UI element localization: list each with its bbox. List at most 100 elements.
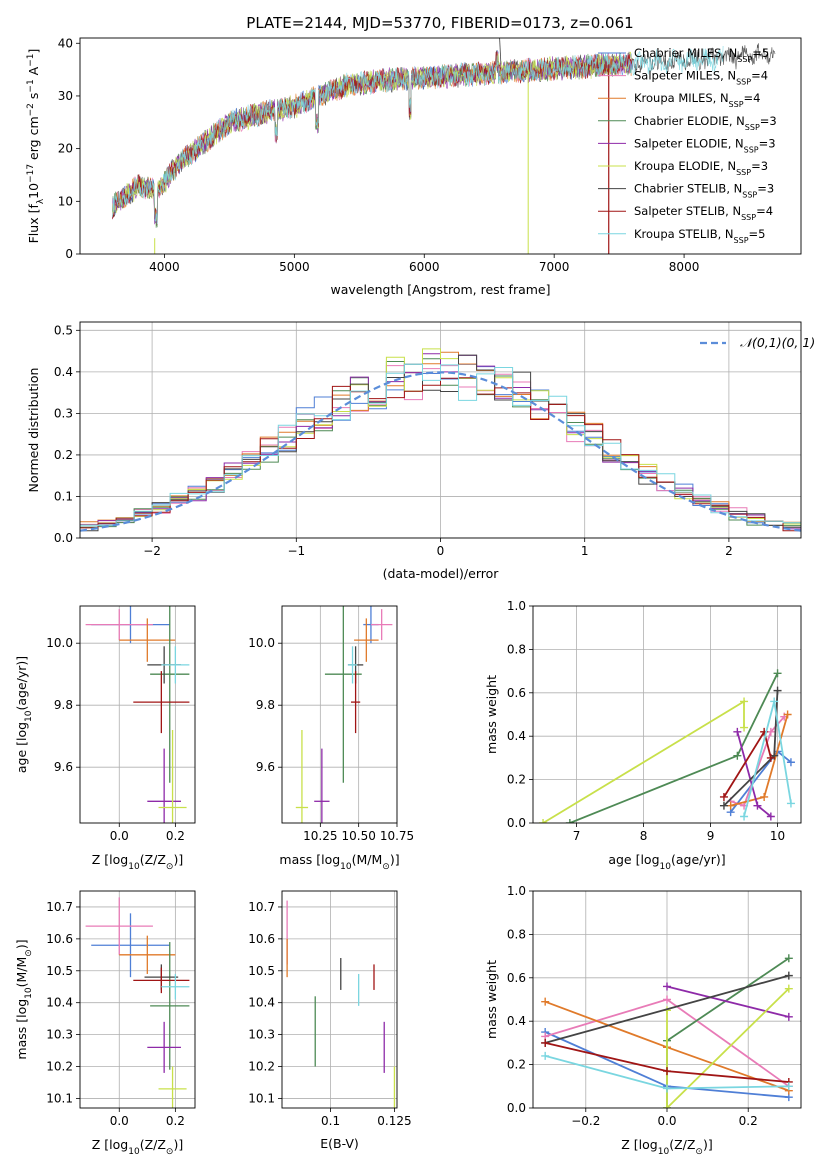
histogram-kroupa-stelib [80,363,801,533]
data-point [663,995,671,1004]
x-tick-label: 10 [770,829,785,843]
y-tick-label: 0.4 [507,1014,526,1028]
panel-age_vs_Z: 0.0 0.2 9.6 9.8 10.0 Z [log10(Z/Z⊙)] age [log1… [14,605,196,872]
data-point [733,751,742,760]
plot-area [80,891,195,1108]
x-tick-label: 0.0 [110,1114,129,1128]
x-tick-label: 10.50 [341,829,375,843]
normal-reference-curve [80,371,801,532]
data-point [733,727,742,736]
plot-area [533,606,801,823]
y-tick-label: 0.2 [54,448,73,462]
panel-mass_vs_ebv: 0.1 0.125 10.1 10.2 10.3 10.4 10.5 10.6 10.7 [248,890,412,1128]
data-point [773,686,782,695]
x-tick-label: 0.0 [110,829,129,843]
legend-entry: Chabrier MILES, NSSP=5 [634,46,769,64]
y-axis-label: mass [log10(M/M⊙)] [14,939,34,1059]
x-tick-label: 0.1 [321,1114,340,1128]
y-tick-label: 0.4 [507,729,526,743]
x-tick-label: 0.2 [166,829,185,843]
x-tick-label: 8 [640,829,648,843]
x-tick-label: 0 [437,544,445,558]
panel-massweight_vs_Z: −0.2 0.0 0.2 0.0 0.2 0.4 0.6 0.8 1.0 Z [log10(Z/Z… [484,884,802,1157]
data-point [786,758,795,767]
y-tick-label: 10.2 [248,1060,275,1074]
y-tick-label: 10.0 [248,636,275,650]
legend-entry: Kroupa MILES, NSSP=4 [634,91,760,109]
x-tick-label: 0.0 [657,1114,676,1128]
legend-entry: Salpeter MILES, NSSP=4 [634,69,768,87]
y-tick-label: 10.7 [46,900,73,914]
data-point [784,1082,793,1091]
y-tick-label: 10.1 [46,1091,73,1105]
x-axis-label: age [log10(age/yr)] [608,852,725,872]
data-point [773,669,782,678]
x-axis-label: Z [log10(Z/Z⊙)] [92,1137,183,1157]
y-tick-label: 0.8 [507,642,526,656]
data-point [740,697,749,706]
plot-area [282,606,397,823]
x-axis-label: Z [log10(Z/Z⊙)] [92,852,183,872]
data-point [663,1084,671,1093]
legend-entry: Chabrier STELIB, NSSP=3 [634,182,774,200]
y-tick-label: 0.8 [507,927,526,941]
legend: Chabrier MILES, NSSP=5 Salpeter MILES, NS… [598,46,777,244]
axes-frame [79,37,802,255]
x-tick-label: 6000 [409,260,440,274]
y-tick-label: 40 [58,36,73,50]
y-axis-label: Flux [fλ10−17 erg cm−2 s−1 A−1] [26,49,46,244]
x-tick-label: 5000 [279,260,310,274]
y-tick-label: 1.0 [507,884,526,898]
y-axis-label: age [log10(age/yr)] [14,656,34,773]
y-tick-label: 10.7 [248,900,275,914]
y-tick-label: 0.0 [507,1101,526,1115]
data-point [784,1012,793,1021]
histogram-salpeter-stelib [80,377,801,532]
axes-frame [79,890,196,1109]
data-point [541,997,550,1006]
series-kroupa-elodie [666,987,790,1108]
legend-entry: Salpeter STELIB, NSSP=4 [634,204,773,222]
x-axis-label: (data-model)/error [383,566,500,581]
x-tick-label: 0.2 [739,1114,758,1128]
x-axis-label: E(B-V) [320,1136,359,1151]
x-tick-label: 0.2 [166,1114,185,1128]
y-tick-label: 0.5 [54,323,73,337]
axes-frame [281,605,398,824]
y-tick-label: 20 [58,142,73,156]
panel-massweight_vs_age: 7 8 9 10 0.0 0.2 0.4 0.6 0.8 1.0 age [log10(age/yr… [484,599,802,872]
y-tick-label: 10.3 [46,1028,73,1042]
data-point [539,819,548,823]
histogram-chabrier-elodie [80,358,801,530]
y-tick-label: 1.0 [507,599,526,613]
y-axis-label: mass weight [484,960,499,1039]
spectrum-kroupa-stelib [112,45,724,225]
data-point [784,971,793,980]
y-tick-label: 0.1 [54,489,73,503]
panel-spectrum: 4000 5000 6000 7000 8000 0 10 20 30 40 Chabrier MI… [26,36,802,297]
plot-area [80,606,195,823]
histogram-chabrier-stelib [80,354,801,532]
x-tick-label: 9 [707,829,715,843]
x-axis-label: Z [log10(Z/Z⊙)] [621,1137,712,1157]
axes-frame [532,605,802,824]
y-tick-label: 30 [58,89,73,103]
y-tick-label: 9.8 [256,698,275,712]
y-tick-label: 0 [65,247,73,261]
x-tick-label: 0.125 [377,1114,411,1128]
data-point [760,792,769,801]
y-tick-label: 9.6 [256,760,275,774]
y-tick-label: 10.6 [248,932,275,946]
x-tick-label: 8000 [669,260,700,274]
y-tick-label: 10.5 [46,964,73,978]
y-tick-label: 10.1 [248,1091,275,1105]
histogram-salpeter-miles [80,365,801,530]
plot-area [80,322,801,538]
y-axis-label: Normed distribution [26,368,41,493]
y-tick-label: 9.6 [54,760,73,774]
data-point [766,812,775,821]
x-axis-label: wavelength [Angstrom, rest frame] [330,282,550,297]
panel-age_vs_mass: 10.25 10.50 10.75 9.6 9.8 10.0 mass [log10(M/M… [248,605,414,872]
series-chabrier-stelib [544,974,790,1044]
